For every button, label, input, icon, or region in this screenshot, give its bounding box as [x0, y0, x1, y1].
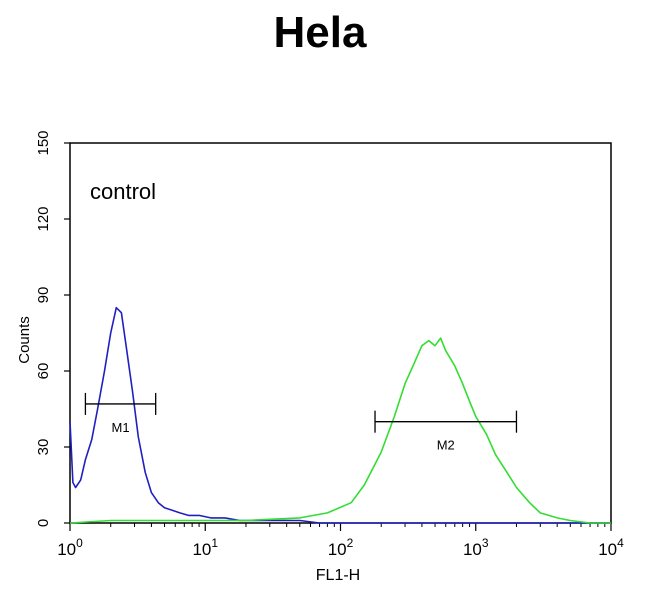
y-tick-label: 60 — [35, 363, 52, 380]
x-axis-label: FL1-H — [316, 567, 360, 584]
x-tick-label: 100 — [57, 536, 83, 559]
x-tick-exponent: 0 — [76, 536, 83, 550]
y-axis: 0 30 60 90 120 150 — [35, 130, 70, 527]
x-tick-base: 10 — [463, 540, 482, 559]
x-tick-exponent: 1 — [211, 536, 218, 550]
x-tick-base: 10 — [598, 540, 617, 559]
marker-m2: M2 — [374, 410, 518, 453]
histogram-series-2 — [69, 337, 611, 524]
marker-label: M1 — [112, 420, 130, 435]
y-tick-label: 0 — [35, 519, 52, 527]
marker-m1: M1 — [84, 392, 157, 435]
x-tick-base: 10 — [57, 540, 76, 559]
x-tick-label: 103 — [463, 536, 489, 559]
chart-title: Hela — [273, 8, 367, 57]
x-tick-exponent: 3 — [482, 536, 489, 550]
x-tick-base: 10 — [192, 540, 211, 559]
histogram-series-1 — [69, 306, 611, 524]
y-tick-label: 90 — [35, 287, 52, 304]
y-tick-label: 120 — [35, 206, 52, 231]
control-annotation: control — [90, 179, 156, 204]
x-tick-exponent: 2 — [347, 536, 354, 550]
y-tick-label: 150 — [35, 130, 52, 155]
x-tick-label: 104 — [598, 536, 624, 559]
y-tick-label: 30 — [35, 439, 52, 456]
series-layer — [69, 306, 611, 524]
marker-label: M2 — [437, 438, 455, 453]
x-axis: 100 101 102 103 104 — [57, 523, 624, 559]
x-tick-exponent: 4 — [617, 536, 624, 550]
x-tick-base: 10 — [328, 540, 347, 559]
x-tick-label: 102 — [328, 536, 354, 559]
marker-layer: M1 M2 — [84, 392, 518, 453]
x-tick-label: 101 — [192, 536, 218, 559]
y-axis-label: Counts — [16, 316, 33, 364]
